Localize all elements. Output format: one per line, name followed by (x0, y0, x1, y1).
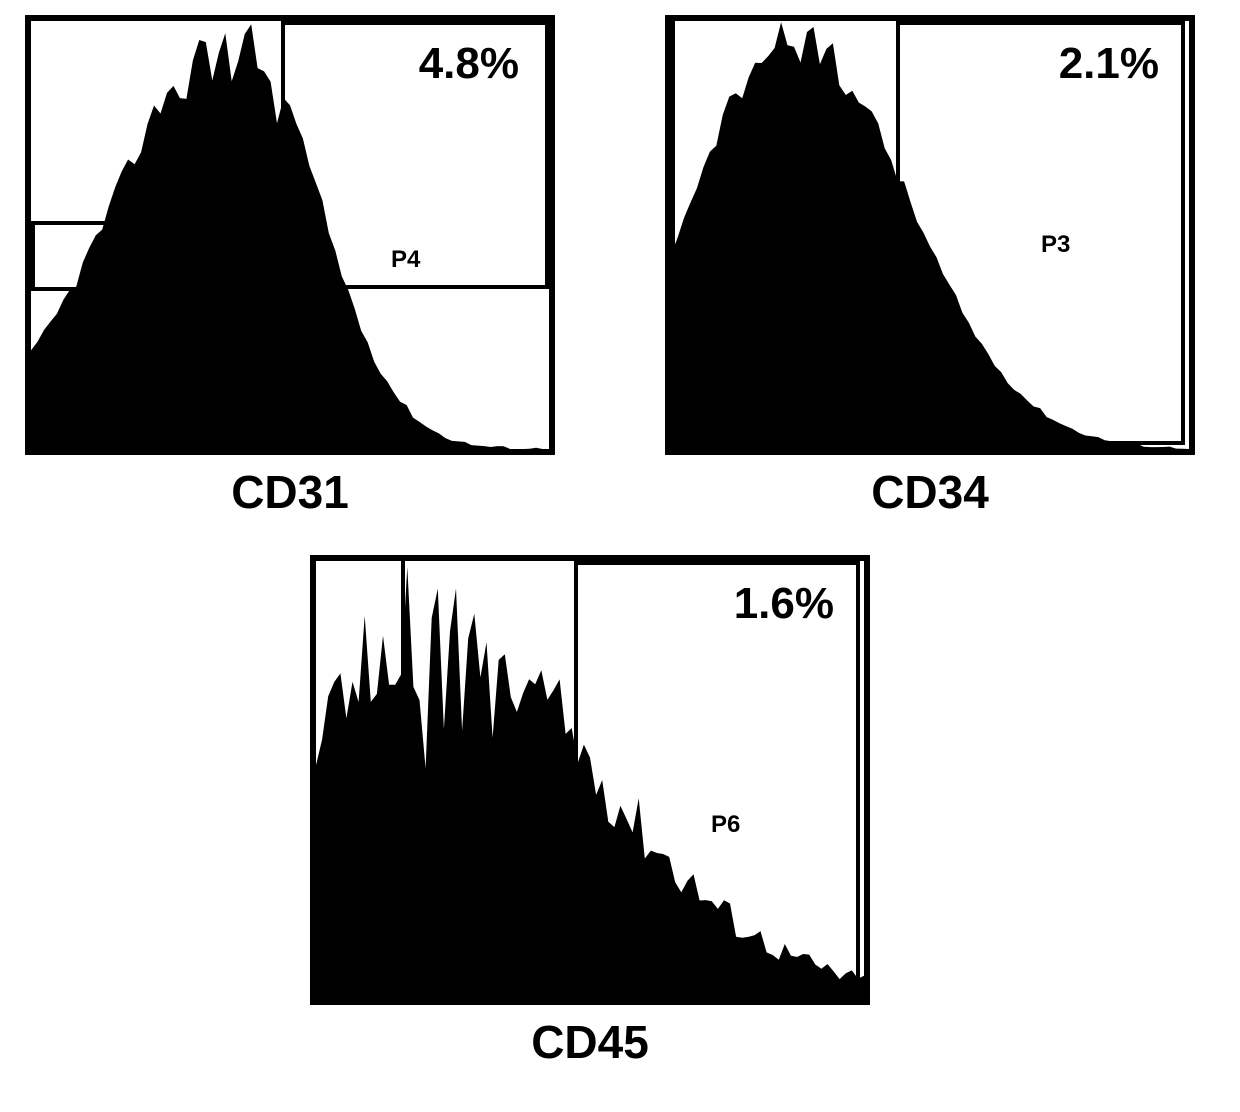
gate-right-label-cd31: P4 (391, 246, 420, 274)
plot-frame-cd34: 2.1% P2 P3 (665, 15, 1195, 455)
gate-right-label-cd34: P3 (1041, 231, 1070, 259)
axis-label-cd45: CD45 (510, 1015, 670, 1069)
percentage-cd34: 2.1% (1059, 39, 1159, 89)
plot-frame-cd31: 4.8% P2 P4 (25, 15, 555, 455)
gate-left-label-cd31: P2 (141, 246, 170, 274)
plot-frame-cd45: 1.6% P6 (310, 555, 870, 1005)
axis-label-cd31: CD31 (210, 465, 370, 519)
percentage-cd31: 4.8% (419, 39, 519, 89)
gate-left-vline-cd34 (671, 21, 675, 449)
gate-left-vline-cd45 (401, 561, 405, 999)
gate-left-label-cd34: P2 (756, 231, 785, 259)
axis-label-cd34: CD34 (850, 465, 1010, 519)
gate-right-label-cd45: P6 (711, 811, 740, 839)
percentage-cd45: 1.6% (734, 579, 834, 629)
